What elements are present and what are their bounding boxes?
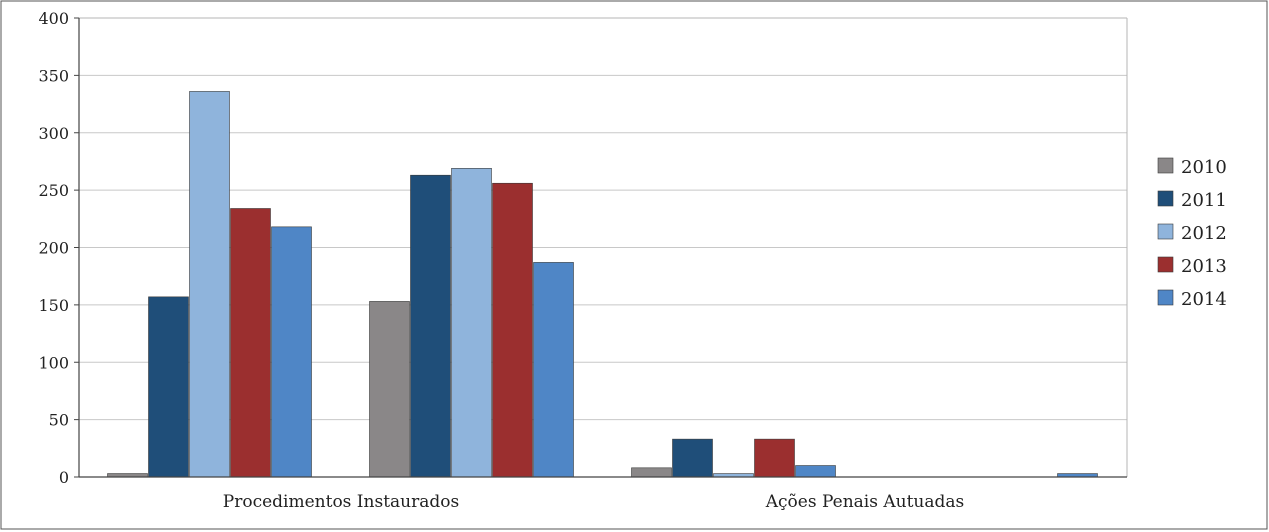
legend-label-2012: 2012 [1181, 223, 1227, 244]
legend-swatch-2012 [1157, 223, 1174, 240]
legend-swatch-2014 [1157, 289, 1174, 306]
legend-label-2011: 2011 [1181, 190, 1227, 211]
y-tick-label: 300 [38, 124, 69, 143]
bar-2012-cat1 [451, 168, 492, 478]
y-tick-label: 400 [38, 9, 69, 28]
y-tick-label: 150 [38, 296, 69, 315]
bar-2014-cat0 [271, 226, 312, 478]
x-category-label: Ações Penais Autuadas [765, 492, 965, 512]
legend: 2010 2011 2012 2013 2014 [1157, 157, 1227, 310]
bar-2014-cat2 [795, 465, 836, 478]
y-tick-label: 250 [38, 181, 69, 200]
y-axis: 0 50 100 150 200 250 300 350 400 [38, 9, 69, 487]
y-tick-label: 50 [49, 411, 69, 430]
x-category-label: Procedimentos Instaurados [223, 492, 459, 512]
bar-2011-cat0 [148, 296, 189, 478]
y-tick-label: 0 [59, 468, 69, 487]
x-axis: Procedimentos Instaurados Ações Penais Au… [74, 17, 1127, 512]
bar-2014-cat1 [533, 262, 574, 478]
legend-label-2010: 2010 [1181, 157, 1227, 178]
bar-2012-cat0 [189, 91, 230, 478]
bar-2013-cat2 [754, 438, 795, 478]
legend-label-2014: 2014 [1181, 289, 1227, 310]
legend-swatch-2011 [1157, 190, 1174, 207]
legend-label-2013: 2013 [1181, 256, 1227, 277]
y-tick-label: 350 [38, 66, 69, 85]
legend-swatch-2010 [1157, 157, 1174, 174]
bars [107, 91, 1098, 478]
bar-2013-cat0 [230, 208, 271, 478]
bar-2013-cat1 [492, 182, 533, 478]
bar-2011-cat2 [672, 438, 713, 478]
legend-swatch-2013 [1157, 256, 1174, 273]
bar-2010-cat2 [631, 467, 672, 478]
y-tick-label: 200 [38, 239, 69, 258]
y-tick-label: 100 [38, 353, 69, 372]
bar-2010-cat1 [369, 301, 410, 478]
bar-2011-cat1 [410, 174, 451, 478]
